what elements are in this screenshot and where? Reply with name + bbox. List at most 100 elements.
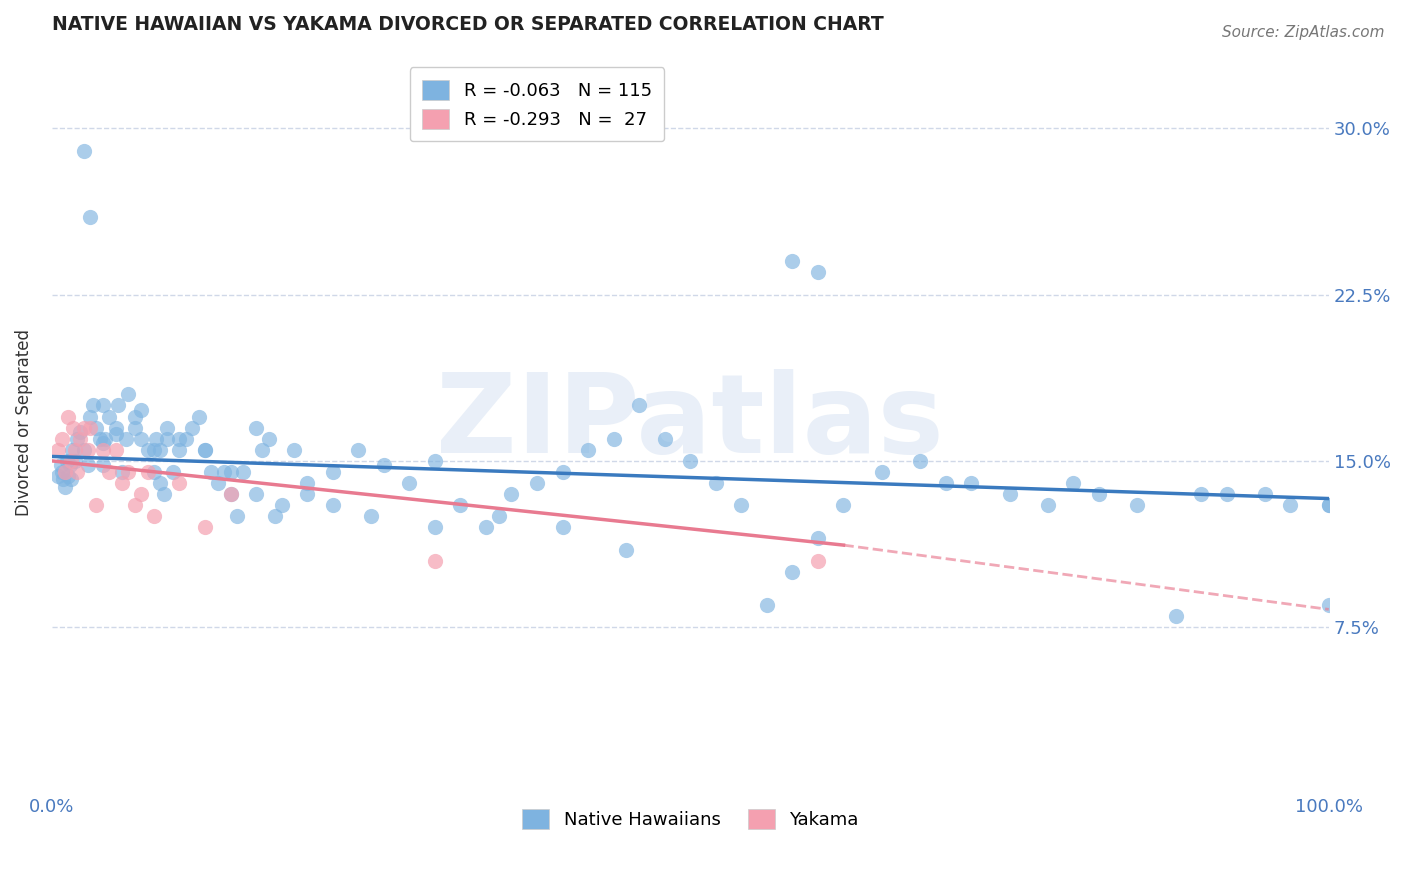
Point [807, 553, 830, 567]
Point [46, 442, 69, 457]
Point [423, 553, 446, 567]
Point [1279, 498, 1302, 512]
Point [111, 476, 134, 491]
Point [257, 432, 280, 446]
Point [79, 420, 101, 434]
Point [59, 454, 82, 468]
Point [782, 254, 804, 268]
Point [82, 399, 104, 413]
Point [46, 469, 69, 483]
Point [295, 476, 318, 491]
Point [104, 442, 127, 457]
Point [145, 432, 167, 446]
Point [149, 476, 172, 491]
Point [58, 469, 80, 483]
Point [142, 465, 165, 479]
Point [53, 465, 76, 479]
Point [1189, 487, 1212, 501]
Point [56, 454, 79, 468]
Point [935, 476, 957, 491]
Point [807, 532, 830, 546]
Point [51, 465, 73, 479]
Point [111, 465, 134, 479]
Point [449, 498, 471, 512]
Point [79, 409, 101, 424]
Legend: Native Hawaiians, Yakama: Native Hawaiians, Yakama [515, 802, 866, 837]
Point [91, 399, 114, 413]
Point [76, 458, 98, 473]
Point [73, 144, 96, 158]
Point [207, 476, 229, 491]
Point [264, 509, 287, 524]
Point [998, 487, 1021, 501]
Point [181, 420, 204, 434]
Point [69, 432, 91, 446]
Point [232, 465, 254, 479]
Point [59, 472, 82, 486]
Point [501, 487, 523, 501]
Point [73, 442, 96, 457]
Point [194, 520, 217, 534]
Point [616, 542, 638, 557]
Point [91, 442, 114, 457]
Point [162, 465, 184, 479]
Point [136, 442, 159, 457]
Point [704, 476, 727, 491]
Point [295, 487, 318, 501]
Point [156, 432, 179, 446]
Text: ZIPatlas: ZIPatlas [436, 368, 945, 475]
Point [89, 432, 111, 446]
Point [475, 520, 498, 534]
Point [807, 265, 830, 279]
Point [169, 432, 191, 446]
Point [245, 487, 267, 501]
Point [755, 598, 778, 612]
Point [149, 442, 172, 457]
Point [104, 420, 127, 434]
Point [628, 399, 651, 413]
Point [124, 409, 146, 424]
Text: NATIVE HAWAIIAN VS YAKAMA DIVORCED OR SEPARATED CORRELATION CHART: NATIVE HAWAIIAN VS YAKAMA DIVORCED OR SE… [52, 15, 883, 34]
Point [91, 436, 114, 450]
Point [129, 432, 152, 446]
Point [679, 454, 702, 468]
Point [423, 520, 446, 534]
Point [98, 465, 121, 479]
Point [1088, 487, 1111, 501]
Point [219, 487, 242, 501]
Point [347, 442, 370, 457]
Point [226, 509, 249, 524]
Point [219, 487, 242, 501]
Point [117, 465, 139, 479]
Point [117, 387, 139, 401]
Point [53, 480, 76, 494]
Point [76, 442, 98, 457]
Point [136, 465, 159, 479]
Point [551, 465, 574, 479]
Point [322, 498, 344, 512]
Point [488, 509, 510, 524]
Point [114, 432, 136, 446]
Point [576, 442, 599, 457]
Point [49, 458, 72, 473]
Point [960, 476, 983, 491]
Point [219, 465, 242, 479]
Point [212, 465, 235, 479]
Point [654, 432, 676, 446]
Point [1254, 487, 1277, 501]
Point [252, 442, 274, 457]
Point [58, 409, 80, 424]
Point [52, 472, 75, 486]
Y-axis label: Divorced or Separated: Divorced or Separated [15, 328, 32, 516]
Point [60, 442, 83, 457]
Point [423, 454, 446, 468]
Point [1215, 487, 1237, 501]
Point [104, 427, 127, 442]
Point [142, 442, 165, 457]
Point [124, 420, 146, 434]
Point [91, 458, 114, 473]
Point [129, 403, 152, 417]
Point [124, 498, 146, 512]
Point [360, 509, 382, 524]
Point [66, 465, 89, 479]
